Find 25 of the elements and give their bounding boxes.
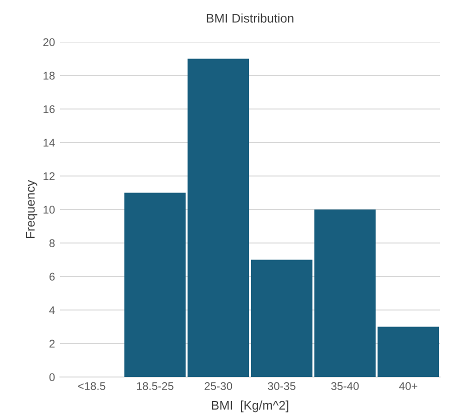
y-axis-title: Frequency <box>26 180 38 238</box>
y-tick-label: 4 <box>49 306 55 314</box>
bar <box>188 58 250 377</box>
y-tick-label: 14 <box>44 138 55 147</box>
bar <box>250 260 312 377</box>
bar <box>124 192 186 377</box>
x-tick-label: 18.5-25 <box>137 382 174 390</box>
x-tick-label: 35-40 <box>331 382 359 390</box>
x-tick-label: 40+ <box>399 382 418 390</box>
x-axis-title: BMI [Kg/m^2] <box>212 400 288 412</box>
bar <box>314 210 376 377</box>
chart-title: BMI Distribution <box>206 13 294 23</box>
y-tick-label: 12 <box>44 172 55 180</box>
bar <box>378 326 440 377</box>
x-tick-label: 30-35 <box>268 382 296 390</box>
y-tick-label: 20 <box>43 38 55 46</box>
y-tick-label: 18 <box>44 72 55 80</box>
y-tick-label: 6 <box>50 272 55 281</box>
y-tick-label: 16 <box>44 105 55 114</box>
x-tick-label: 25-30 <box>204 382 232 390</box>
y-tick-label: 2 <box>50 340 55 348</box>
y-tick-label: 10 <box>44 206 55 214</box>
y-tick-label: 8 <box>49 239 55 248</box>
y-tick-label: 0 <box>49 373 55 382</box>
x-tick-label: <18.5 <box>78 382 106 390</box>
